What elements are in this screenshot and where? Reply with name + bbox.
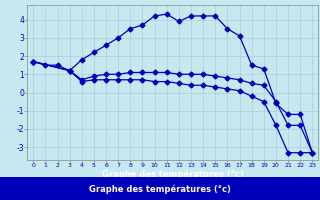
- Text: Graphe des températures (°c): Graphe des températures (°c): [89, 185, 231, 194]
- X-axis label: Graphe des températures (°c): Graphe des températures (°c): [102, 169, 244, 179]
